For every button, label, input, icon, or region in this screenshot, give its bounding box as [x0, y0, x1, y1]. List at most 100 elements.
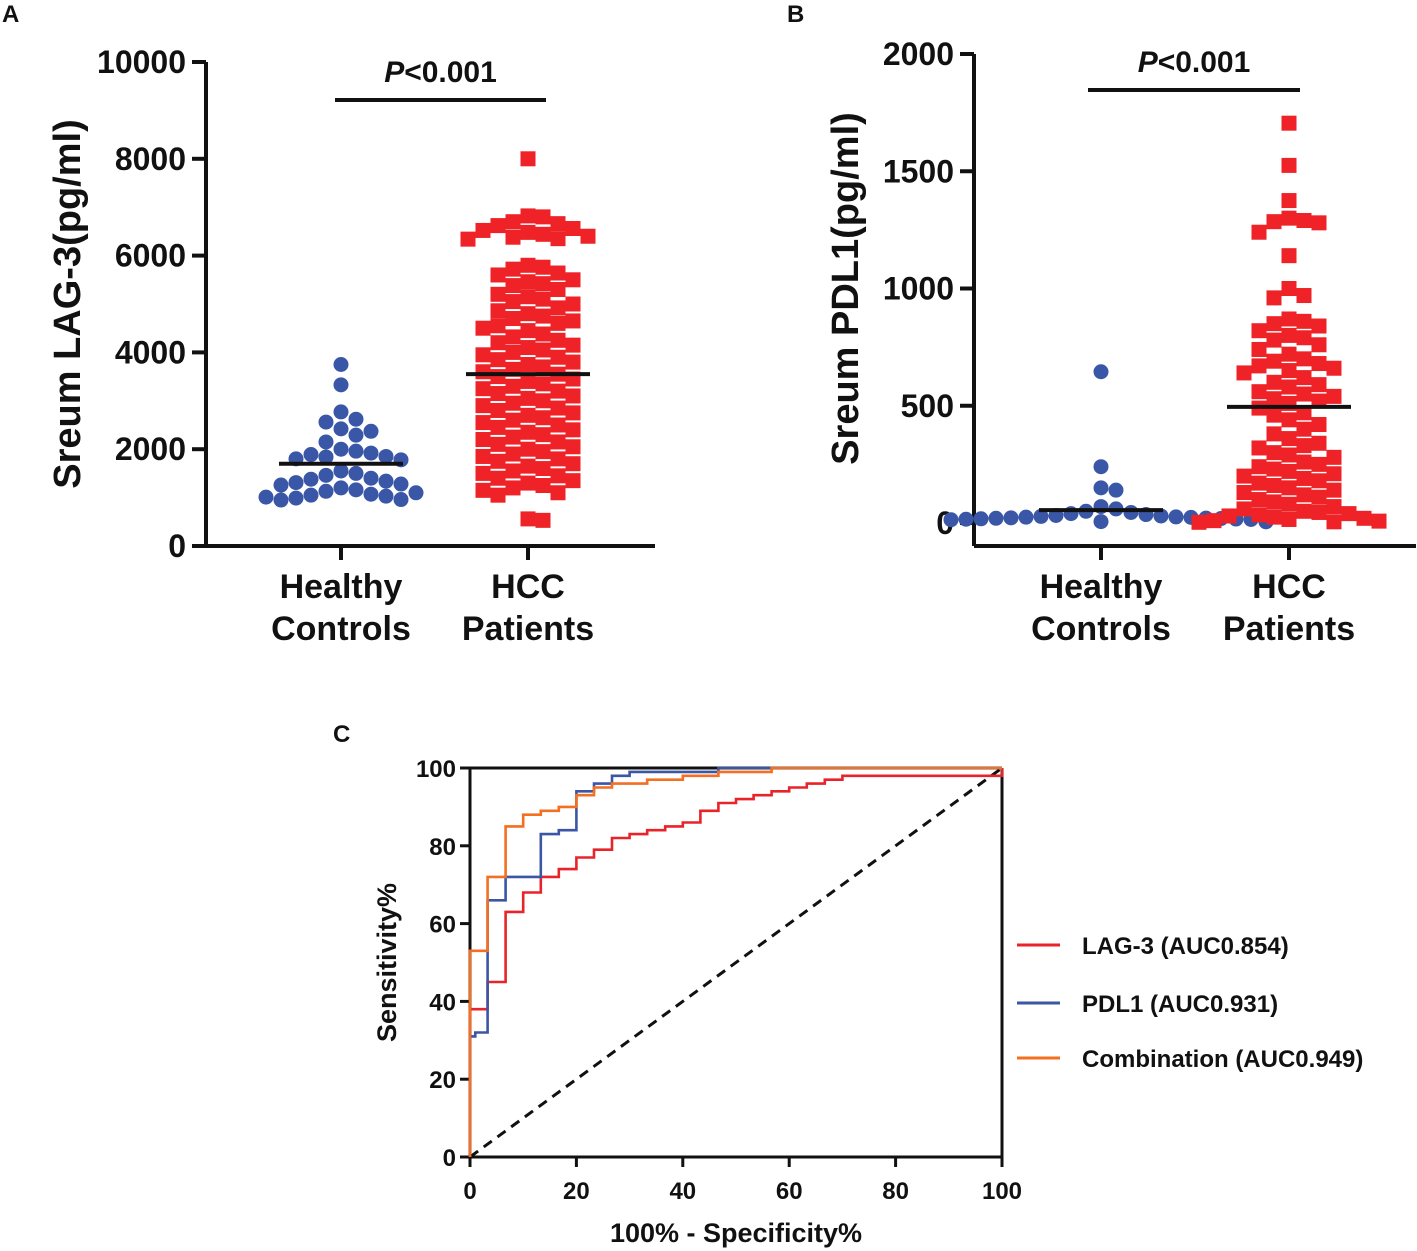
roc-curve-lag3 — [468, 768, 1004, 1157]
data-point — [363, 445, 379, 461]
panel-b-category-label: HCC — [1252, 568, 1326, 606]
data-point — [490, 303, 506, 319]
data-point — [520, 511, 536, 527]
data-point — [520, 340, 536, 356]
data-point — [505, 463, 521, 479]
y-tick-label: 8000 — [115, 141, 186, 177]
data-point — [580, 228, 596, 244]
data-point — [303, 447, 319, 463]
data-point — [565, 272, 581, 288]
data-point — [1371, 513, 1387, 529]
panel-a-axes: 0 2000 4000 6000 8000 10000 — [97, 44, 655, 564]
data-point — [378, 488, 394, 504]
data-point — [1266, 316, 1282, 332]
panel-c-x-axis-label: 100% - Specificity% — [610, 1218, 862, 1248]
data-point — [1296, 313, 1312, 329]
data-point — [1108, 482, 1124, 498]
data-point — [1326, 514, 1342, 530]
data-point — [505, 395, 521, 411]
data-point — [550, 315, 566, 331]
data-point — [303, 471, 319, 487]
data-point — [565, 337, 581, 353]
data-point — [1153, 508, 1169, 524]
y-tick-label: 60 — [429, 912, 456, 939]
data-point — [520, 407, 536, 423]
data-point — [333, 377, 349, 393]
reference-diagonal — [469, 766, 1003, 1159]
data-point — [1296, 470, 1312, 486]
p-symbol: P — [1138, 46, 1159, 79]
data-point — [1236, 468, 1252, 484]
panel-a-points — [258, 151, 596, 528]
data-point — [348, 465, 364, 481]
data-point — [520, 357, 536, 372]
data-point — [333, 357, 349, 372]
data-point — [1326, 388, 1342, 404]
x-tick-label: 100 — [982, 1178, 1022, 1205]
data-point — [1281, 480, 1297, 496]
data-point — [288, 490, 304, 506]
data-point — [520, 441, 536, 457]
data-point — [1296, 370, 1312, 386]
data-point — [475, 222, 491, 238]
data-point — [1251, 341, 1267, 357]
data-point — [1281, 496, 1297, 512]
data-point — [505, 378, 521, 394]
data-point — [1326, 466, 1342, 482]
data-point — [475, 381, 491, 397]
data-point — [1281, 363, 1297, 379]
data-point — [1251, 492, 1267, 508]
data-point — [348, 427, 364, 443]
panel-c-roc-chart: 0 20 40 60 80 100 0 20 40 60 80 100 100% - Specific… — [372, 756, 1363, 1248]
data-point — [505, 329, 521, 345]
legend-label-combination: Combination (AUC0.949) — [1082, 1046, 1363, 1073]
y-tick-label: 2000 — [883, 36, 954, 72]
panel-label-b: B — [787, 1, 804, 28]
data-point — [550, 434, 566, 450]
data-point — [505, 278, 521, 294]
data-point — [1266, 332, 1282, 348]
p-threshold: <0.001 — [404, 56, 497, 89]
x-tick-label: 20 — [563, 1178, 590, 1205]
data-point — [535, 326, 551, 342]
data-point — [1266, 353, 1282, 369]
panel-a-y-axis-label: Sreum LAG-3(pg/ml) — [47, 119, 89, 488]
x-tick-label: 40 — [669, 1178, 696, 1205]
data-point — [1296, 330, 1312, 346]
panel-c-axes: 0 20 40 60 80 100 0 20 40 60 80 100 — [416, 756, 1022, 1205]
p-symbol: P — [384, 56, 405, 89]
data-point — [1311, 489, 1327, 505]
data-point — [1281, 281, 1297, 296]
data-point — [1296, 386, 1312, 402]
y-tick-label: 0 — [443, 1145, 456, 1172]
data-point — [520, 274, 536, 290]
data-point — [520, 208, 536, 224]
data-point — [535, 226, 551, 242]
data-point — [1326, 499, 1342, 515]
y-tick-label: 6000 — [115, 238, 186, 274]
panel-a-category-label: Healthy — [280, 568, 403, 606]
data-point — [1251, 440, 1267, 456]
data-point — [1311, 318, 1327, 334]
data-point — [520, 475, 536, 491]
data-point — [1191, 514, 1207, 530]
data-point — [1266, 290, 1282, 306]
data-point — [505, 480, 521, 496]
data-point — [363, 486, 379, 502]
data-point — [505, 344, 521, 360]
data-point — [490, 218, 506, 234]
data-point — [1266, 426, 1282, 442]
data-point — [1266, 391, 1282, 407]
data-point — [1251, 323, 1267, 339]
data-point — [1281, 115, 1297, 131]
x-tick-label: 0 — [463, 1178, 476, 1205]
roc-curve-pdl1 — [468, 766, 1002, 1157]
legend-label-pdl1: PDL1 (AUC0.931) — [1082, 991, 1278, 1018]
data-point — [565, 354, 581, 370]
data-point — [363, 423, 379, 439]
data-point — [1311, 417, 1327, 433]
data-point — [565, 439, 581, 455]
data-point — [1296, 405, 1312, 421]
data-point — [490, 436, 506, 452]
y-tick-label: 1500 — [883, 153, 954, 189]
